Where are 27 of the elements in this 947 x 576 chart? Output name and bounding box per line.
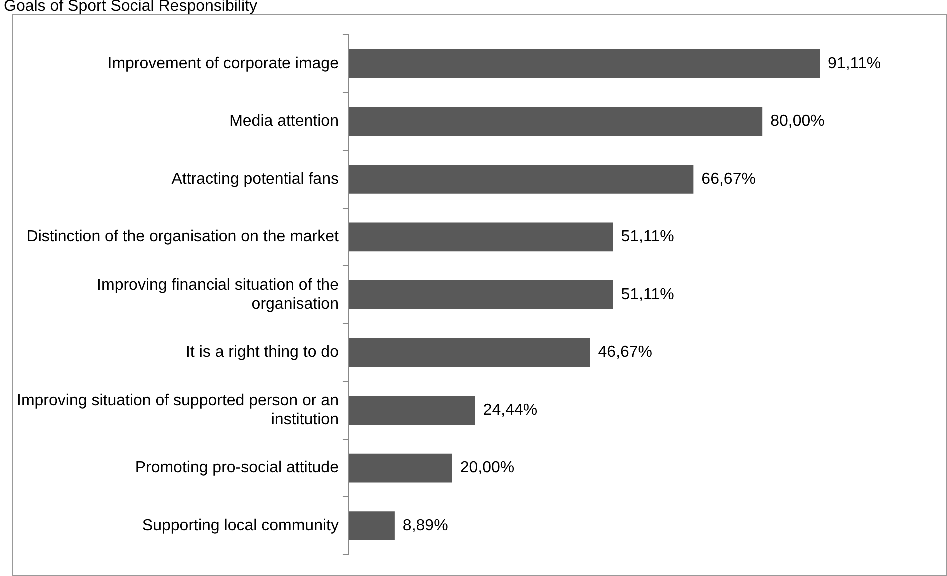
data-label: 20,00%	[460, 460, 515, 477]
data-label: 66,67%	[702, 170, 756, 188]
y-tick-label: Improving financial situation of the organisation	[97, 276, 340, 314]
bar	[348, 512, 395, 541]
data-label: 51,11%	[621, 286, 674, 304]
bar	[348, 107, 763, 136]
y-tick-label: Media attention	[230, 113, 339, 130]
y-tick-label: Supporting local community	[142, 518, 339, 535]
bar	[348, 222, 614, 252]
bar	[348, 49, 820, 78]
data-label: 80,00%	[770, 113, 825, 130]
y-tick-label: Attracting potential fans	[172, 170, 339, 188]
bar	[348, 338, 590, 368]
y-tick-label: Promoting pro-social attitude	[135, 460, 340, 477]
bar	[348, 454, 452, 483]
data-label: 46,67%	[598, 344, 653, 362]
bar	[348, 280, 614, 310]
y-tick-label: Distinction of the organisation on the market	[26, 228, 340, 246]
data-label: 51,11%	[621, 228, 674, 246]
data-label: 8,89%	[402, 518, 448, 535]
bar	[348, 396, 476, 425]
data-label: 24,44%	[483, 402, 538, 419]
y-tick-label: Improving situation of supported person or an institution	[17, 392, 339, 429]
bar	[348, 165, 694, 194]
data-label: 91,11%	[828, 55, 882, 72]
y-tick-label: Improvement of corporate image	[108, 55, 340, 72]
y-tick-label: It is a right thing to do	[186, 344, 340, 362]
